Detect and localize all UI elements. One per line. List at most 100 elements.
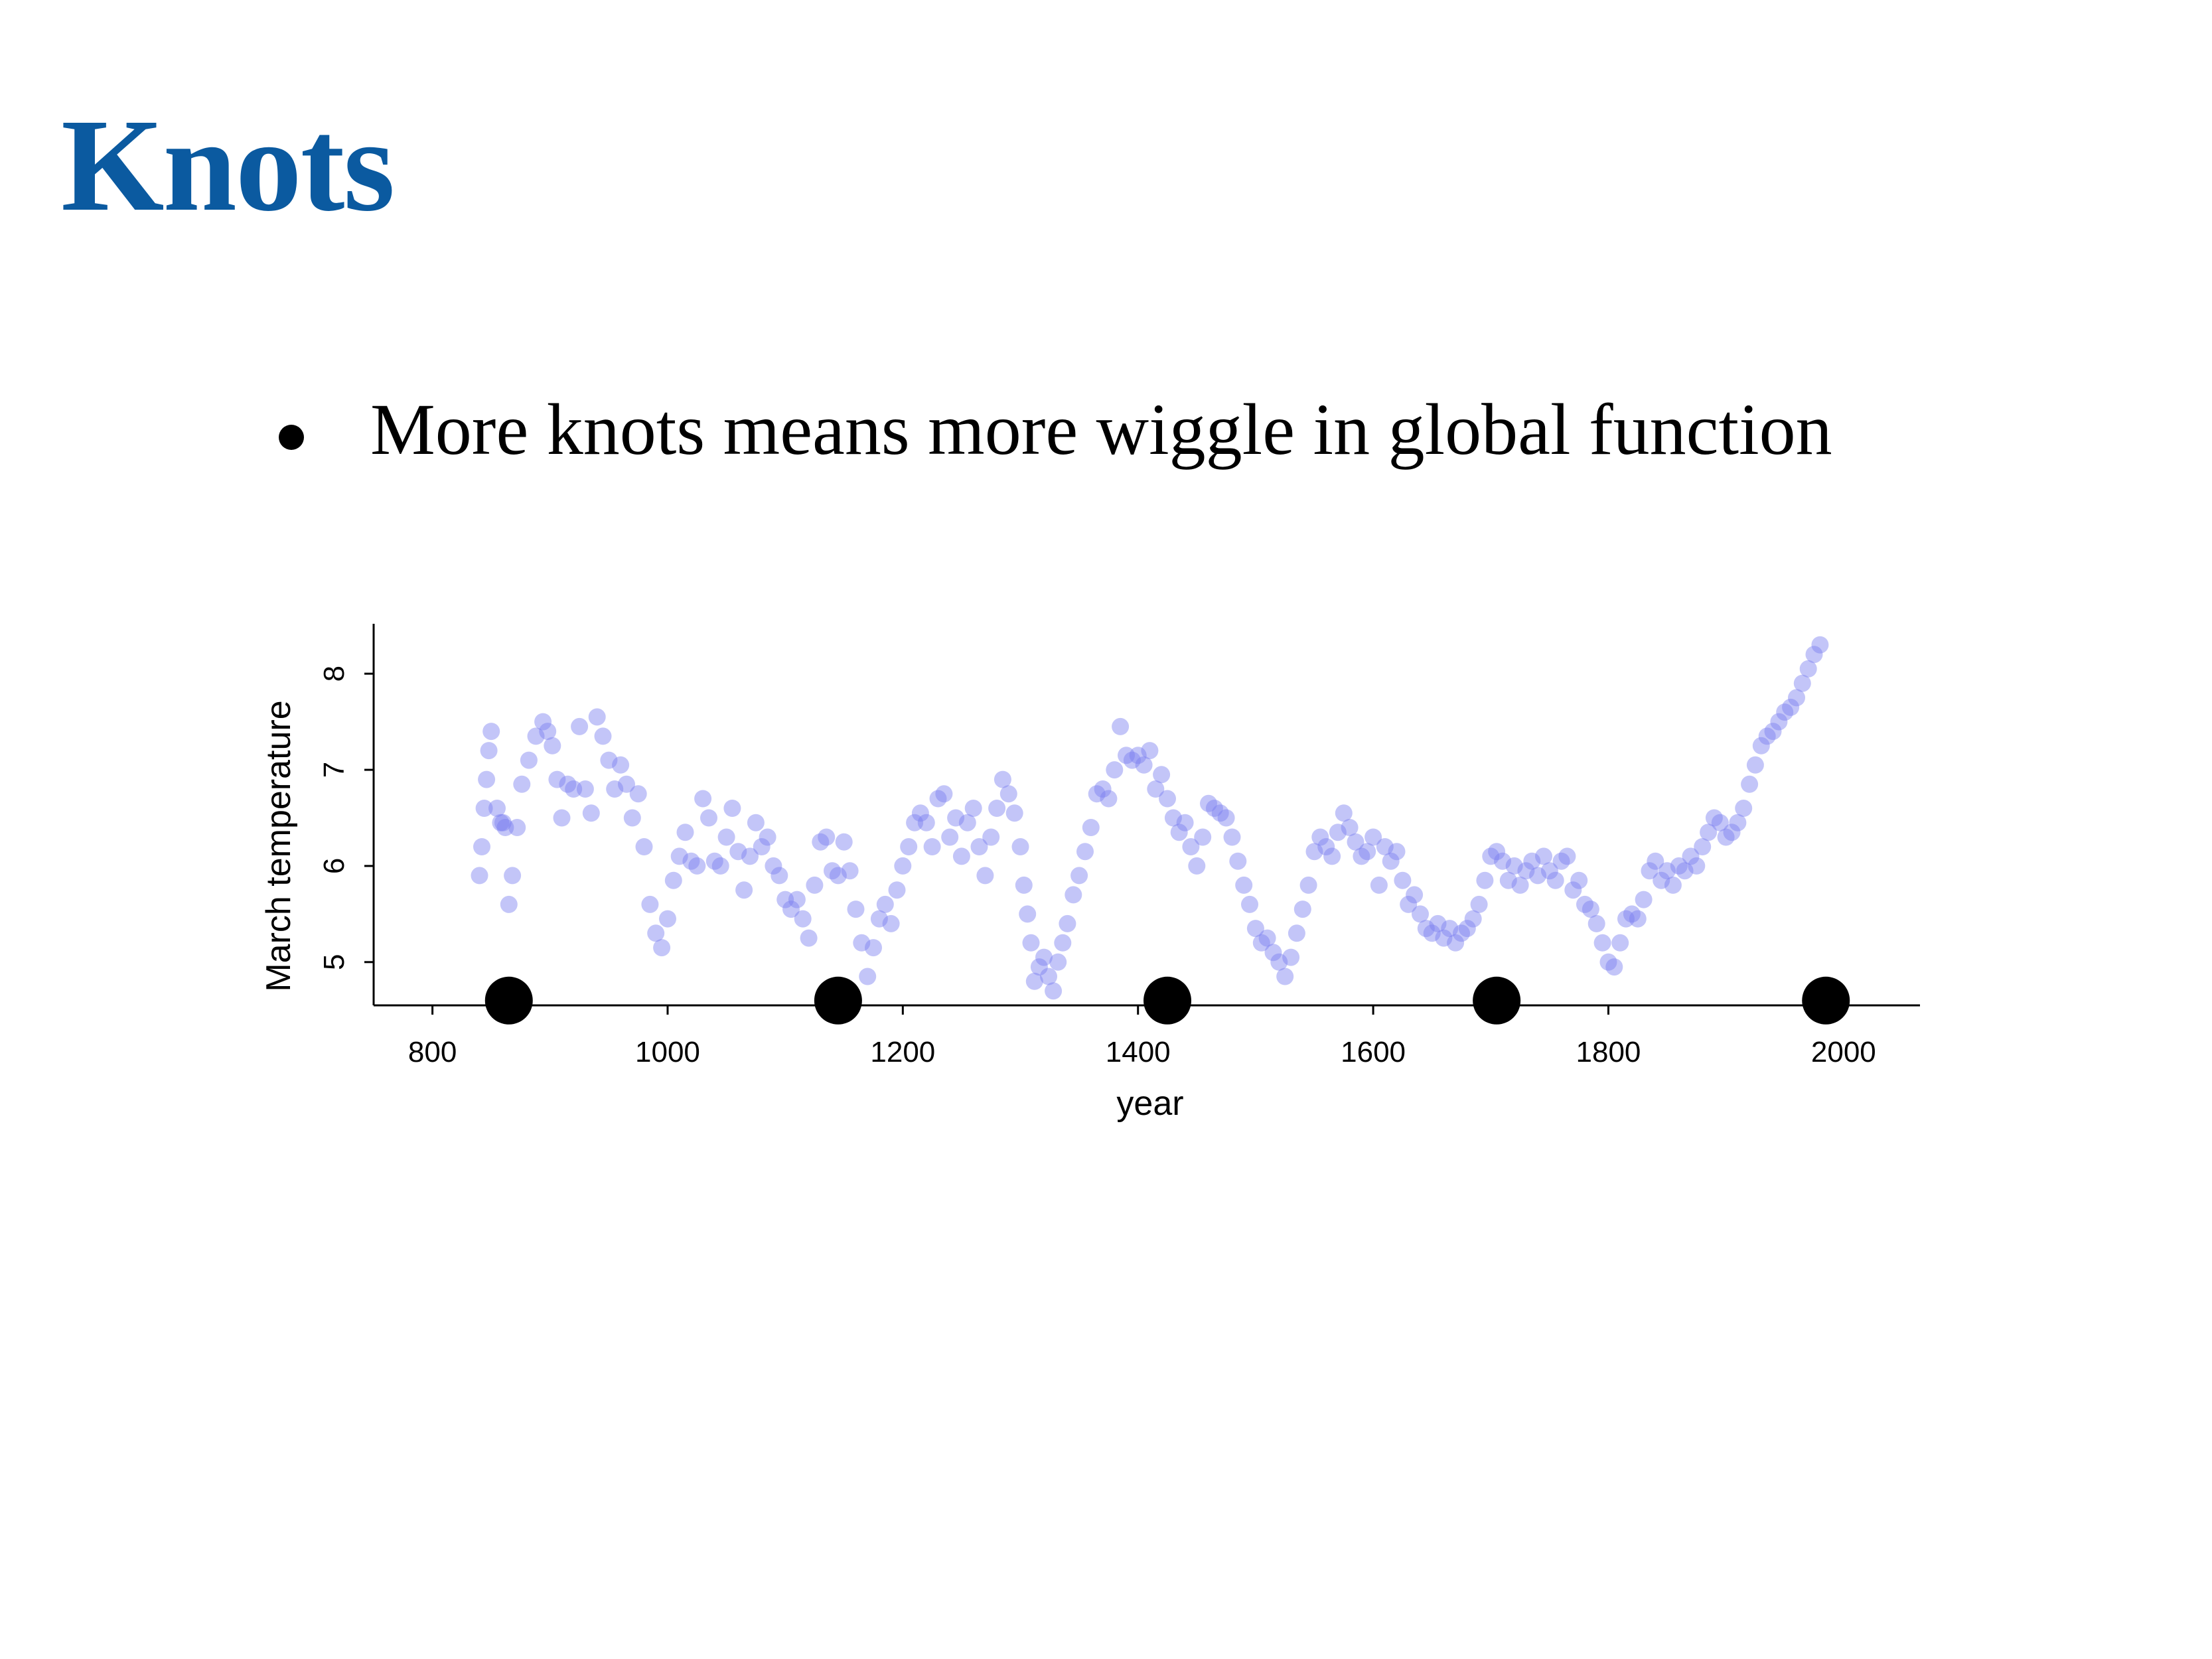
data-point: [765, 857, 782, 875]
data-point: [970, 838, 988, 855]
data-point: [1682, 847, 1700, 865]
data-point: [782, 901, 800, 918]
data-point: [1094, 780, 1112, 798]
data-point: [1264, 944, 1282, 962]
data-point: [994, 770, 1011, 788]
data-point: [1782, 698, 1800, 716]
data-point: [500, 895, 518, 913]
data-point: [1030, 958, 1048, 976]
data-point: [1364, 828, 1382, 846]
data-point: [482, 723, 500, 741]
data-point: [582, 804, 600, 822]
x-tick-label: 1800: [1576, 1036, 1641, 1068]
data-point: [1564, 881, 1582, 899]
data-point: [1453, 924, 1470, 942]
data-point: [488, 800, 506, 817]
data-point: [759, 828, 776, 846]
temperature-chart: 800 1000 1200 1400 1600 1800 2000 5 6 7 8 year Mar…: [259, 624, 1920, 1123]
x-tick-label: 800: [408, 1036, 457, 1068]
data-point: [747, 814, 765, 831]
data-point: [1705, 809, 1723, 827]
data-point: [694, 790, 712, 808]
data-point: [475, 800, 493, 817]
data-point: [1293, 901, 1311, 918]
data-point: [1647, 852, 1664, 870]
data-point: [794, 910, 812, 928]
data-point: [865, 939, 882, 957]
data-point: [705, 852, 723, 870]
data-point: [958, 814, 976, 831]
data-point: [1082, 819, 1100, 836]
data-point: [806, 876, 824, 894]
data-point: [576, 780, 594, 798]
data-point: [647, 924, 665, 942]
data-point: [1153, 766, 1171, 784]
data-point: [527, 727, 545, 745]
y-axis-label: March temperature: [259, 700, 298, 991]
data-point: [1776, 703, 1794, 721]
data-point: [700, 809, 717, 827]
data-point: [565, 780, 583, 798]
data-point: [539, 723, 557, 741]
data-point: [788, 891, 806, 908]
data-point: [513, 775, 531, 793]
data-point: [1241, 895, 1258, 913]
data-point: [776, 891, 794, 908]
data-point: [1282, 948, 1300, 966]
data-point: [1476, 871, 1494, 889]
data-point: [1049, 953, 1067, 971]
y-tick-label: 5: [318, 954, 350, 970]
data-point: [1482, 847, 1500, 865]
data-point: [982, 828, 1000, 846]
data-point: [1223, 828, 1241, 846]
data-point: [1670, 857, 1688, 875]
data-point: [1499, 871, 1517, 889]
x-tick-label: 1000: [635, 1036, 700, 1068]
data-point: [1059, 914, 1076, 932]
data-point: [841, 862, 859, 880]
data-point: [1535, 847, 1552, 865]
data-point: [1441, 920, 1459, 938]
data-point: [1529, 867, 1547, 885]
data-point: [606, 780, 624, 798]
data-point: [1065, 886, 1082, 904]
data-point: [1359, 843, 1376, 861]
knot-marker: [1802, 976, 1850, 1025]
data-point: [1382, 852, 1400, 870]
data-point: [1700, 824, 1718, 841]
data-point: [1040, 968, 1057, 985]
data-point: [735, 881, 753, 899]
data-point: [941, 828, 959, 846]
data-point: [1076, 843, 1094, 861]
data-point: [1394, 871, 1412, 889]
data-point: [1694, 838, 1712, 855]
data-point: [1005, 804, 1023, 822]
data-point: [1729, 814, 1747, 831]
data-point: [618, 775, 635, 793]
data-point: [1429, 914, 1447, 932]
data-point: [1593, 934, 1611, 952]
data-point: [1019, 905, 1037, 923]
data-point: [1129, 747, 1147, 764]
y-tick-label: 6: [318, 858, 350, 874]
data-point: [812, 833, 830, 851]
data-point: [1229, 852, 1247, 870]
data-point: [1599, 953, 1617, 971]
data-point: [1570, 871, 1588, 889]
data-point: [682, 852, 700, 870]
data-point: [1015, 876, 1033, 894]
data-point: [859, 968, 877, 985]
data-point: [888, 881, 906, 899]
data-point: [1088, 785, 1106, 803]
data-point: [1182, 838, 1200, 855]
data-point: [1141, 742, 1159, 760]
data-point: [1288, 924, 1305, 942]
data-point: [659, 910, 676, 928]
data-point: [1112, 717, 1130, 735]
data-point: [1623, 905, 1641, 923]
data-point: [1688, 857, 1706, 875]
data-point: [1176, 814, 1194, 831]
data-point: [471, 867, 488, 885]
data-point: [935, 785, 953, 803]
data-point: [1388, 843, 1406, 861]
